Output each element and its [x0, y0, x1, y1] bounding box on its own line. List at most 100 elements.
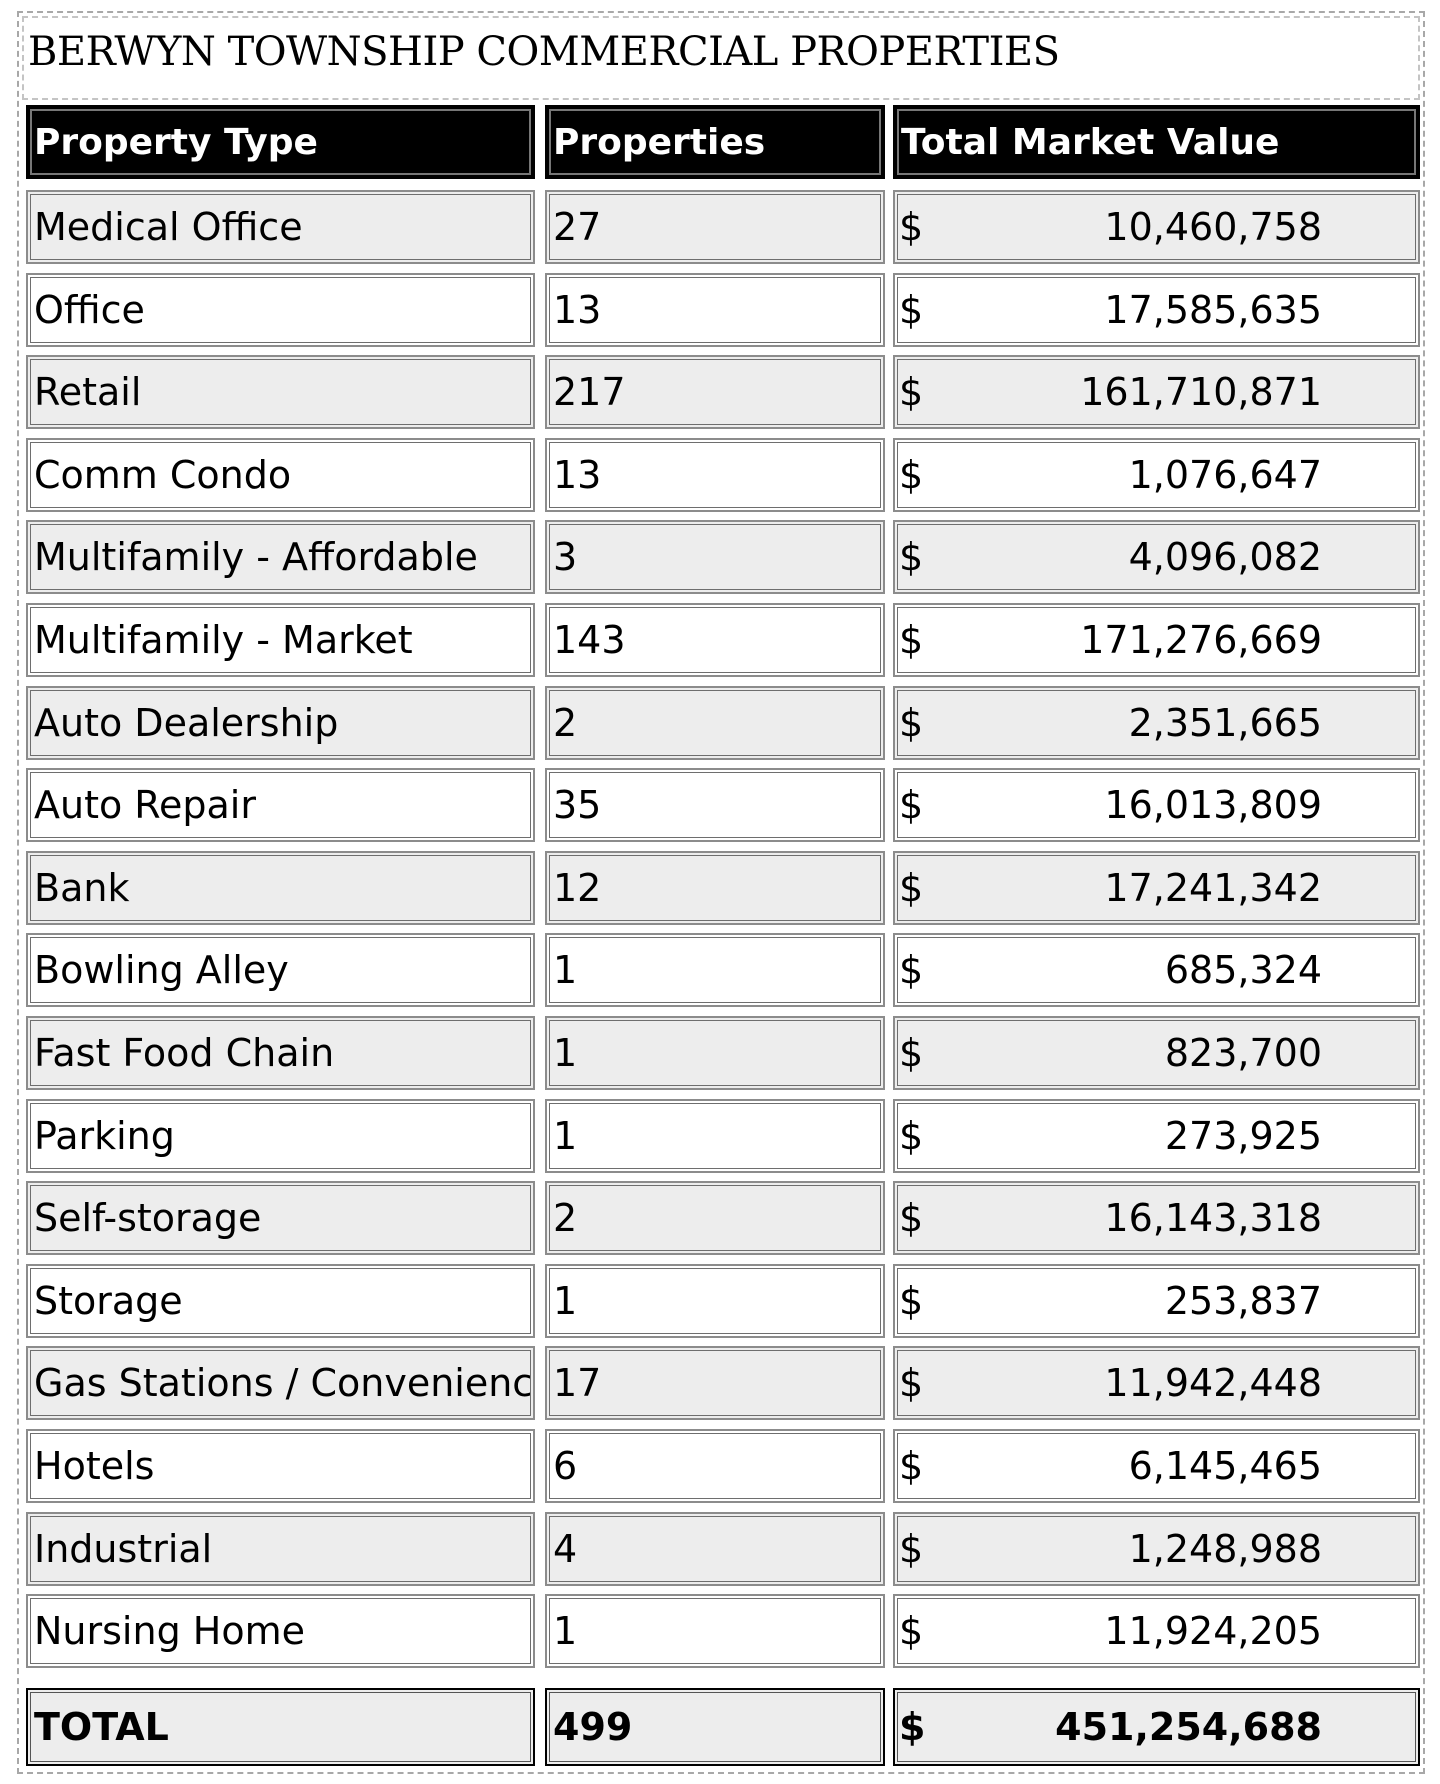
row-value-cell: $273,925	[893, 1099, 1420, 1173]
currency-symbol: $	[899, 1279, 924, 1323]
market-value-amount: 2,351,665	[1128, 701, 1322, 745]
title-box	[22, 16, 1420, 100]
market-value-amount: 451,254,688	[1055, 1705, 1322, 1749]
row-value-cell: $253,837	[893, 1264, 1420, 1338]
property-count-cell: 3	[545, 520, 885, 594]
row-value-cell: $823,700	[893, 1016, 1420, 1090]
market-value-amount: 16,143,318	[1104, 1196, 1322, 1240]
currency-symbol: $	[899, 453, 924, 497]
property-type-cell: Self-storage	[26, 1181, 535, 1255]
currency-symbol: $	[899, 1609, 924, 1653]
property-count-cell: 143	[545, 603, 885, 677]
currency-symbol: $	[899, 618, 924, 662]
currency-symbol: $	[899, 1114, 924, 1158]
property-type-cell: Parking	[26, 1099, 535, 1173]
market-value-amount: 10,460,758	[1104, 205, 1322, 249]
property-count-cell: 4	[545, 1512, 885, 1586]
page-title: BERWYN TOWNSHIP COMMERCIAL PROPERTIES	[28, 29, 1060, 75]
currency-symbol: $	[899, 370, 924, 414]
currency-symbol: $	[899, 1705, 926, 1749]
header-total-market-value: Total Market Value	[893, 105, 1420, 179]
property-type-cell: Fast Food Chain	[26, 1016, 535, 1090]
row-value-cell: $6,145,465	[893, 1429, 1420, 1503]
market-value-amount: 273,925	[1164, 1114, 1322, 1158]
property-count-cell: 35	[545, 768, 885, 842]
property-type-cell: Multifamily - Affordable	[26, 520, 535, 594]
currency-symbol: $	[899, 288, 924, 332]
market-value-amount: 17,585,635	[1104, 288, 1322, 332]
market-value-amount: 253,837	[1164, 1279, 1322, 1323]
property-type-cell: Nursing Home	[26, 1594, 535, 1668]
market-value-amount: 17,241,342	[1104, 866, 1322, 910]
total-label-cell: TOTAL	[26, 1688, 535, 1766]
document-frame	[17, 11, 1425, 1774]
property-count-cell: 13	[545, 438, 885, 512]
property-type-cell: Comm Condo	[26, 438, 535, 512]
row-value-cell: $161,710,871	[893, 355, 1420, 429]
property-type-cell: Hotels	[26, 1429, 535, 1503]
currency-symbol: $	[899, 205, 924, 249]
currency-symbol: $	[899, 1196, 924, 1240]
header-properties: Properties	[545, 105, 885, 179]
row-value-cell: $11,942,448	[893, 1346, 1420, 1420]
property-count-cell: 1	[545, 1264, 885, 1338]
currency-symbol: $	[899, 866, 924, 910]
property-count-cell: 2	[545, 686, 885, 760]
property-type-cell: Medical Office	[26, 190, 535, 264]
property-type-cell: Gas Stations / Convenience	[26, 1346, 535, 1420]
row-value-cell: $17,241,342	[893, 851, 1420, 925]
property-count-cell: 2	[545, 1181, 885, 1255]
property-type-cell: Auto Repair	[26, 768, 535, 842]
property-type-cell: Office	[26, 273, 535, 347]
property-count-cell: 217	[545, 355, 885, 429]
market-value-amount: 4,096,082	[1128, 535, 1322, 579]
market-value-amount: 6,145,465	[1128, 1444, 1322, 1488]
row-value-cell: $4,096,082	[893, 520, 1420, 594]
row-value-cell: $17,585,635	[893, 273, 1420, 347]
property-type-cell: Auto Dealership	[26, 686, 535, 760]
row-value-cell: $16,013,809	[893, 768, 1420, 842]
property-type-cell: Storage	[26, 1264, 535, 1338]
currency-symbol: $	[899, 783, 924, 827]
property-type-cell: Bank	[26, 851, 535, 925]
market-value-amount: 16,013,809	[1104, 783, 1322, 827]
market-value-amount: 685,324	[1164, 948, 1322, 992]
row-value-cell: $16,143,318	[893, 1181, 1420, 1255]
total-value-cell: $451,254,688	[893, 1688, 1420, 1766]
currency-symbol: $	[899, 1031, 924, 1075]
property-count-cell: 27	[545, 190, 885, 264]
currency-symbol: $	[899, 701, 924, 745]
property-type-cell: Multifamily - Market	[26, 603, 535, 677]
row-value-cell: $2,351,665	[893, 686, 1420, 760]
property-count-cell: 6	[545, 1429, 885, 1503]
market-value-amount: 823,700	[1164, 1031, 1322, 1075]
property-type-cell: Retail	[26, 355, 535, 429]
currency-symbol: $	[899, 1527, 924, 1571]
property-count-cell: 17	[545, 1346, 885, 1420]
row-value-cell: $171,276,669	[893, 603, 1420, 677]
market-value-amount: 1,248,988	[1128, 1527, 1322, 1571]
row-value-cell: $1,076,647	[893, 438, 1420, 512]
currency-symbol: $	[899, 1444, 924, 1488]
property-count-cell: 1	[545, 1099, 885, 1173]
market-value-amount: 1,076,647	[1128, 453, 1322, 497]
property-count-cell: 12	[545, 851, 885, 925]
row-value-cell: $1,248,988	[893, 1512, 1420, 1586]
currency-symbol: $	[899, 948, 924, 992]
market-value-amount: 161,710,871	[1080, 370, 1322, 414]
property-count-cell: 1	[545, 1594, 885, 1668]
row-value-cell: $10,460,758	[893, 190, 1420, 264]
property-count-cell: 1	[545, 1016, 885, 1090]
property-count-cell: 1	[545, 933, 885, 1007]
property-count-cell: 13	[545, 273, 885, 347]
row-value-cell: $685,324	[893, 933, 1420, 1007]
market-value-amount: 11,924,205	[1104, 1609, 1322, 1653]
currency-symbol: $	[899, 1361, 924, 1405]
property-type-cell: Industrial	[26, 1512, 535, 1586]
row-value-cell: $11,924,205	[893, 1594, 1420, 1668]
header-property-type: Property Type	[26, 105, 535, 179]
total-count-cell: 499	[545, 1688, 885, 1766]
market-value-amount: 11,942,448	[1104, 1361, 1322, 1405]
currency-symbol: $	[899, 535, 924, 579]
market-value-amount: 171,276,669	[1080, 618, 1322, 662]
